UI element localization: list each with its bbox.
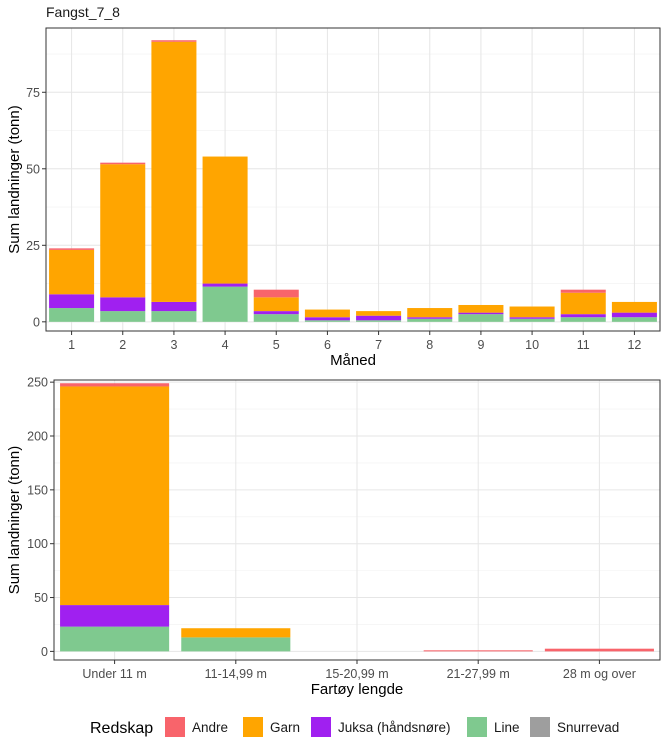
chart-title: Fangst_7_8 [46,4,120,20]
legend-label: Juksa (håndsnøre) [338,720,451,735]
y-tick-label: 250 [27,376,48,390]
bar-segment [253,311,299,315]
bar-segment [181,628,291,638]
bar-segment [458,314,504,322]
legend-swatch [467,717,487,737]
bar-segment [611,301,657,313]
y-tick-label: 100 [27,537,48,551]
bar-segment [49,248,95,250]
bar-segment [356,315,402,321]
bar-segment [60,386,170,606]
bar-segment [151,41,197,302]
bar-segment [151,311,197,322]
bar-segment [356,320,402,322]
y-tick-label: 50 [34,591,48,605]
legend-swatch [530,717,550,737]
bar-segment [560,314,606,318]
x-tick-label: 21-27,99 m [447,667,510,681]
legend-title: Redskap [90,720,153,737]
legend-label: Line [494,720,520,735]
bar-segment [611,312,657,318]
y-tick-label: 150 [27,483,48,497]
x-tick-label: 6 [324,338,331,352]
plot-background [46,28,660,331]
bar-segment [356,311,402,316]
bar-segment [151,40,197,42]
legend-swatch [311,717,331,737]
bar-segment [560,292,606,315]
bar-segment [407,317,453,319]
bar-segment [100,164,146,298]
bar-segment [407,318,453,322]
bar-segment [304,309,350,318]
bar-segment [202,156,248,284]
x-tick-label: 12 [627,338,641,352]
legend-label: Garn [270,720,300,735]
bar-segment [509,317,555,319]
y-tick-label: 75 [26,86,40,100]
bar-segment [544,648,654,652]
x-tick-label: Under 11 m [82,667,146,681]
bar-segment [253,314,299,322]
bar-segment [560,317,606,322]
x-axis-title: Fartøy lengde [311,681,404,698]
y-tick-label: 200 [27,430,48,444]
bar-segment [304,320,350,322]
bar-segment [560,289,606,293]
x-axis-title: Måned [330,352,376,369]
bar-segment [151,301,197,312]
legend-label: Snurrevad [557,720,619,735]
y-axis-title: Sum landninger (tonn) [6,446,23,594]
bar-segment [458,312,504,315]
legend-swatch [243,717,263,737]
bar-segment [49,308,95,322]
x-tick-label: 15-20,99 m [325,667,388,681]
y-tick-label: 50 [26,162,40,176]
x-tick-label: 28 m og over [563,667,636,681]
x-tick-label: 9 [477,338,484,352]
x-tick-label: 8 [426,338,433,352]
bar-segment [202,283,248,287]
legend-label: Andre [192,720,228,735]
bar-segment [181,637,291,652]
bar-segment [509,318,555,322]
bar-segment [100,297,146,312]
legend: Redskap Andre Garn Juksa (håndsnøre) Line Snu… [90,717,619,737]
bar-segment [509,306,555,318]
x-tick-label: 11 [577,338,590,352]
bar-segment [423,650,533,652]
bar-segment [60,383,170,387]
vessel-length-panel: 0 50 100 150 200 250 Under 11 m 11-14,99 m 15-20… [6,376,661,698]
x-tick-label: 4 [222,338,229,352]
y-axis-title: Sum landninger (tonn) [6,105,23,253]
bar-segment [304,317,350,321]
plot-border [45,27,661,332]
y-tick-label: 0 [41,645,48,659]
bar-segment [202,286,248,322]
x-tick-label: 10 [525,338,539,352]
x-tick-label: 7 [375,338,382,352]
y-tick-label: 0 [33,315,40,329]
bar-segment [611,317,657,322]
x-tick-label: 11-14,99 m [205,667,267,681]
bar-segment [60,605,170,627]
bar-segment [100,311,146,322]
legend-swatch [165,717,185,737]
bar-segment [100,162,146,165]
x-tick-label: 5 [273,338,280,352]
y-tick-label: 25 [26,239,40,253]
bar-segment [49,294,95,309]
bar-segment [60,626,170,652]
bar-segment [253,289,299,298]
x-tick-label: 3 [170,338,177,352]
bar-segment [49,249,95,295]
bar-segment [458,304,504,313]
x-tick-label: 2 [119,338,126,352]
bar-segment [407,308,453,318]
x-tick-label: 1 [68,338,75,352]
bar-segment [253,297,299,312]
